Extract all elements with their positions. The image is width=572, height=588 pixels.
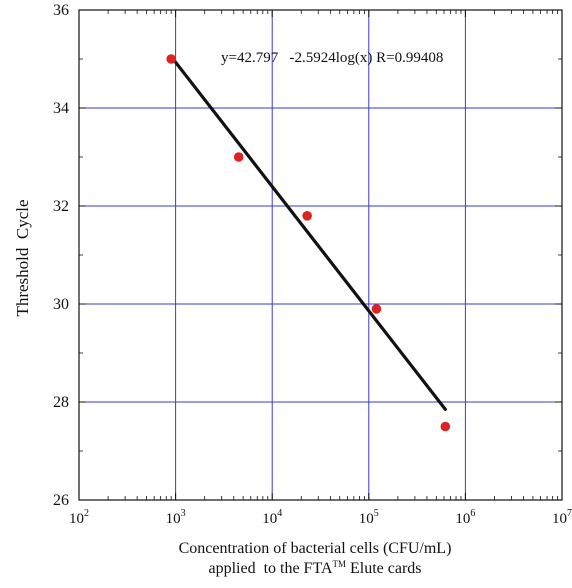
y-axis-label: Threshold Cycle: [13, 199, 32, 316]
x-tick-base: 10: [552, 511, 567, 527]
y-tick-label: 32: [53, 198, 69, 215]
data-points: [166, 54, 451, 432]
x-axis-label-line2-end: Elute cards: [346, 560, 422, 577]
data-point: [371, 304, 382, 314]
y-tick-label: 30: [53, 296, 69, 313]
plot-frame: [78, 9, 563, 501]
fit-line: [169, 54, 447, 411]
x-tick-exponent: 6: [470, 508, 475, 519]
data-point: [302, 211, 312, 221]
x-tick-exponent: 2: [84, 508, 89, 519]
x-tick-base: 10: [262, 511, 277, 527]
x-tick-labels: 102 103 104 105 106 107: [69, 508, 572, 527]
data-point: [440, 421, 451, 432]
x-tick-base: 10: [455, 511, 470, 527]
x-tick-label: 102: [69, 508, 89, 527]
y-tick-label: 26: [53, 492, 69, 509]
x-tick-label: 104: [262, 508, 282, 527]
x-tick-base: 10: [69, 511, 84, 527]
axis-ticks: [78, 9, 563, 501]
regression-equation: y=42.797 -2.5924log(x) R=0.99408: [221, 50, 443, 66]
fit-line-group: [169, 54, 447, 411]
x-tick-base: 10: [166, 511, 181, 527]
x-tick-exponent: 7: [567, 508, 572, 519]
x-tick-label: 105: [359, 508, 379, 527]
x-axis-label-line2-start: applied to the FTA: [208, 560, 332, 577]
x-axis-label-line2: applied to the FTATM Elute cards: [208, 559, 421, 577]
x-tick-exponent: 3: [181, 508, 186, 519]
x-axis-label-tm: TM: [333, 559, 347, 569]
x-axis-label-line1: Concentration of bacterial cells (CFU/mL…: [179, 540, 452, 557]
y-tick-labels: 26 28 30 32 34 36: [53, 2, 69, 509]
y-tick-label: 36: [53, 2, 69, 19]
x-tick-label: 106: [455, 508, 475, 527]
data-point: [166, 54, 176, 64]
grid-lines: [79, 10, 562, 500]
y-tick-label: 28: [53, 394, 69, 411]
x-tick-exponent: 4: [277, 508, 282, 519]
x-tick-base: 10: [359, 511, 374, 527]
x-tick-label: 103: [166, 508, 186, 527]
x-tick-label: 107: [552, 508, 572, 527]
data-point: [233, 152, 244, 162]
x-tick-exponent: 5: [374, 508, 379, 519]
y-tick-label: 34: [53, 100, 69, 117]
